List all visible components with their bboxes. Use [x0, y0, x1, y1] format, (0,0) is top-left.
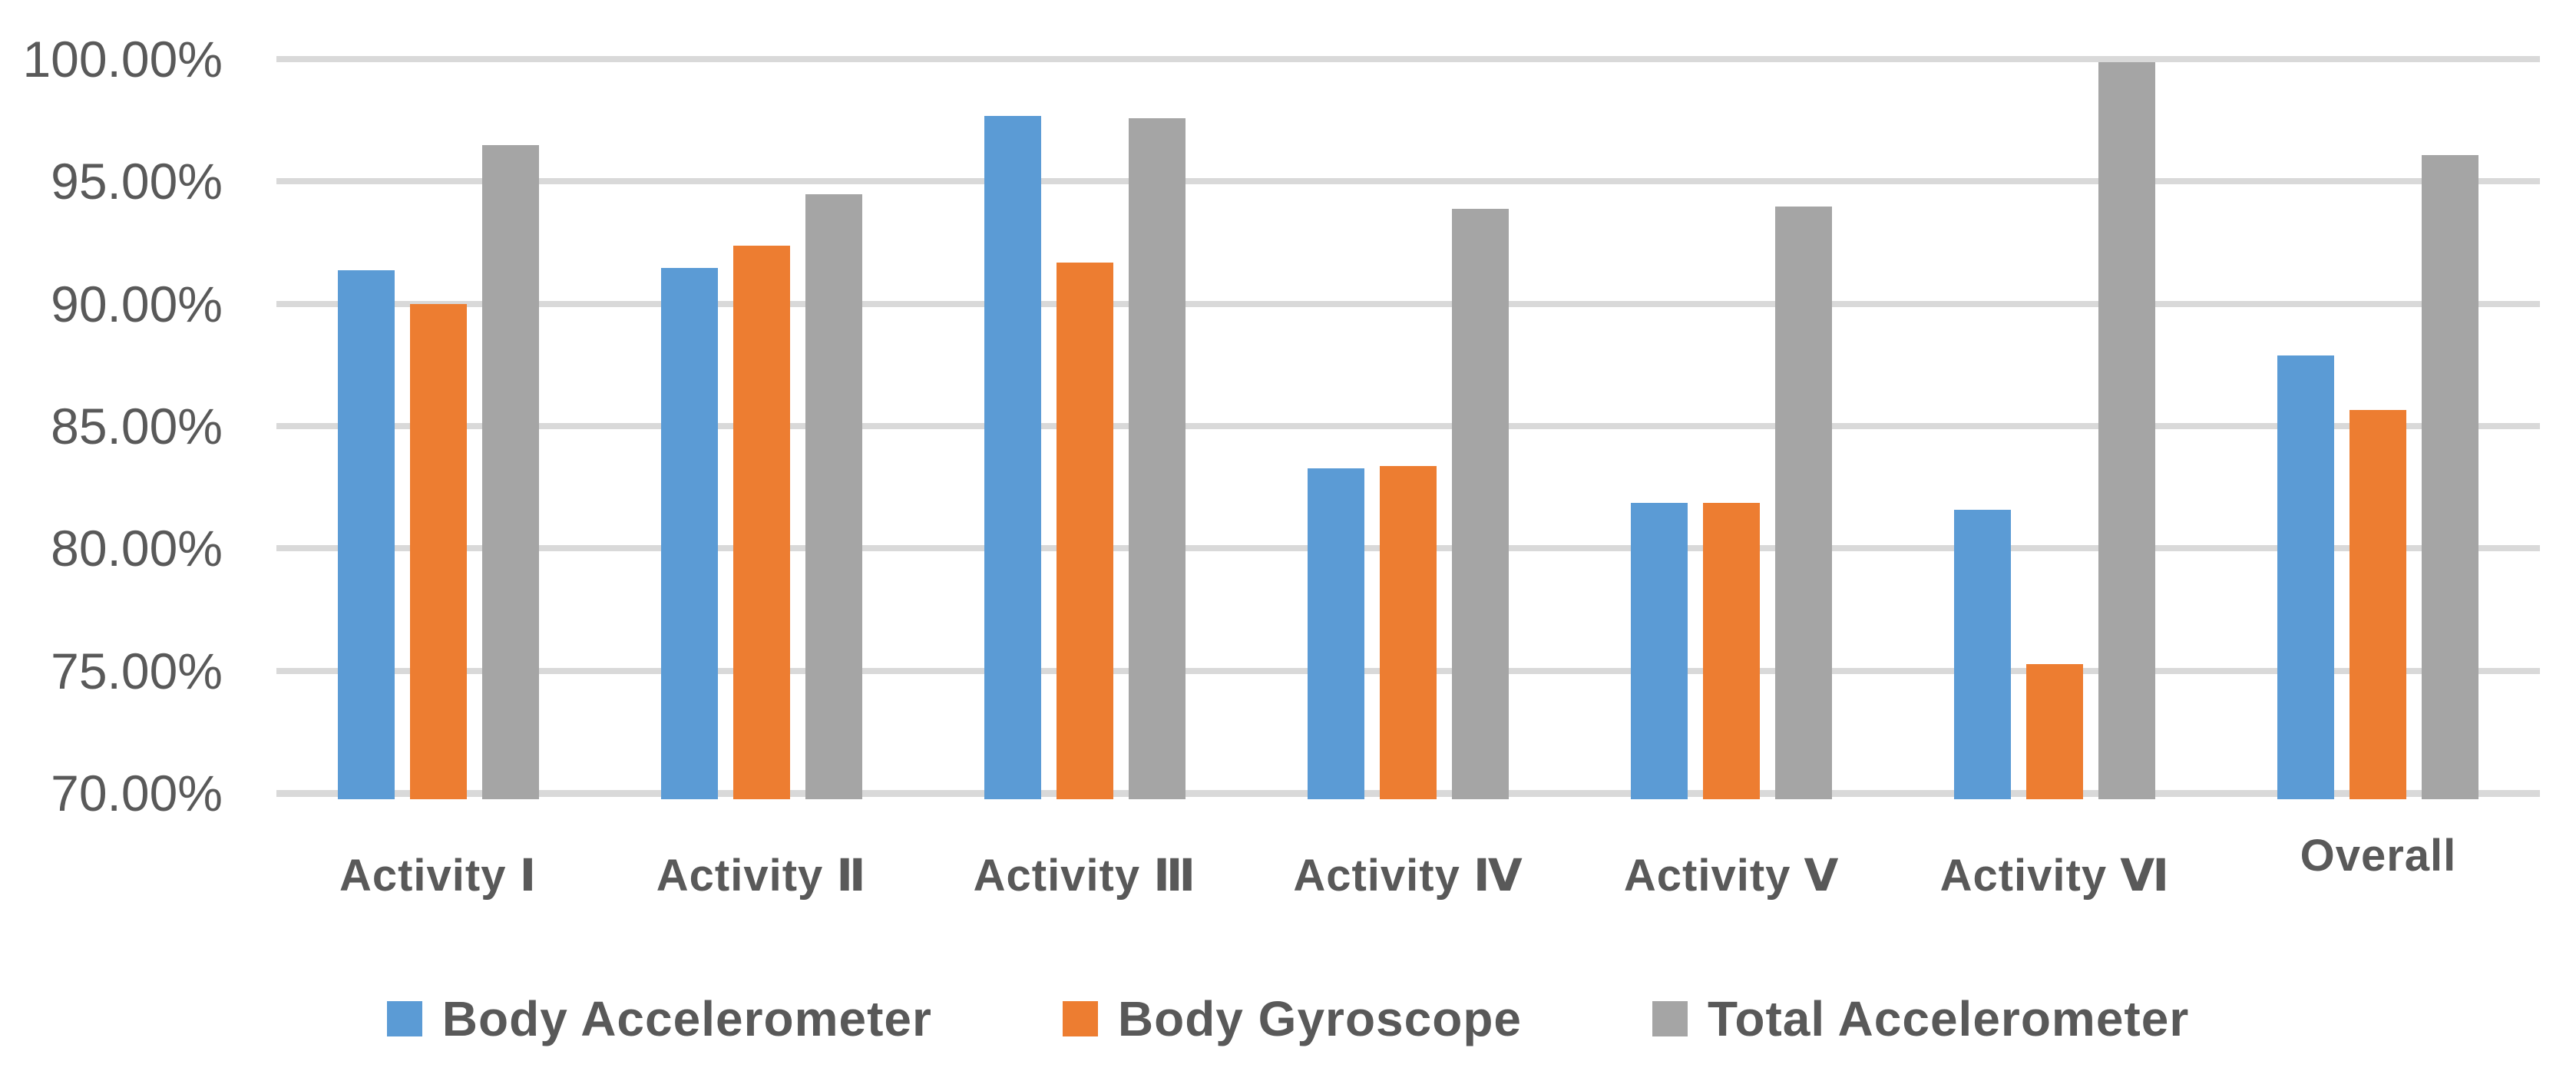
x-axis-category-label: Activity Ⅵ	[1939, 851, 2170, 901]
bar-body-accelerometer	[2277, 355, 2335, 799]
x-axis-category-label: Activity Ⅰ	[339, 851, 537, 901]
bar-total-accelerometer	[2098, 62, 2156, 799]
y-axis-tick-label: 70.00%	[51, 765, 223, 821]
bar-body-accelerometer	[1308, 468, 1364, 799]
y-axis-tick-label: 95.00%	[51, 153, 223, 210]
legend: Body Accelerometer Body Gyroscope Total Ac…	[0, 994, 2576, 1043]
bar-body-gyroscope	[2349, 409, 2407, 799]
legend-swatch-icon	[386, 1001, 422, 1036]
legend-label: Body Gyroscope	[1117, 991, 1522, 1046]
legend-label: Body Accelerometer	[441, 991, 932, 1046]
gridline	[276, 300, 2540, 307]
plot-area	[276, 56, 2540, 799]
y-axis-tick-label: 100.00%	[22, 31, 223, 88]
x-axis-category-label: Activity Ⅳ	[1293, 851, 1523, 901]
bar-body-gyroscope	[1056, 263, 1113, 799]
y-axis-tick-label: 85.00%	[51, 398, 223, 455]
bar-body-accelerometer	[1631, 502, 1688, 799]
bar-body-accelerometer	[660, 267, 718, 799]
legend-item-total-accelerometer: Total Accelerometer	[1652, 994, 2189, 1043]
bar-body-accelerometer	[337, 269, 395, 799]
x-axis-category-label: Overall	[2300, 831, 2457, 881]
bar-total-accelerometer	[481, 145, 539, 799]
bar-body-gyroscope	[732, 246, 790, 799]
x-axis-category-label: Activity Ⅴ	[1623, 851, 1840, 901]
y-axis-tick-label: 75.00%	[51, 642, 223, 699]
legend-item-body-gyroscope: Body Gyroscope	[1062, 991, 1522, 1046]
gridline	[276, 56, 2540, 62]
bar-total-accelerometer	[1128, 118, 1185, 799]
bar-body-gyroscope	[2026, 663, 2084, 799]
bar-total-accelerometer	[805, 194, 862, 799]
legend-label: Total Accelerometer	[1708, 991, 2190, 1046]
bar-body-gyroscope	[1380, 465, 1437, 799]
bar-body-accelerometer	[984, 116, 1041, 799]
bar-body-accelerometer	[1954, 510, 2012, 799]
x-axis-category-label: Activity Ⅱ	[656, 851, 867, 901]
bar-total-accelerometer	[2422, 155, 2479, 799]
bar-total-accelerometer	[1775, 207, 1833, 799]
legend-swatch-icon	[1062, 1001, 1098, 1036]
gridline	[276, 423, 2540, 429]
y-axis-tick-label: 90.00%	[51, 275, 223, 332]
gridline	[276, 178, 2540, 185]
legend-item-body-accelerometer: Body Accelerometer	[386, 991, 932, 1046]
bar-body-gyroscope	[409, 304, 467, 799]
y-axis-tick-label: 80.00%	[51, 520, 223, 577]
x-axis-category-label: Activity Ⅲ	[973, 851, 1197, 901]
legend-swatch-icon	[1652, 1001, 1688, 1036]
bar-body-gyroscope	[1703, 502, 1761, 799]
bar-total-accelerometer	[1452, 209, 1509, 799]
